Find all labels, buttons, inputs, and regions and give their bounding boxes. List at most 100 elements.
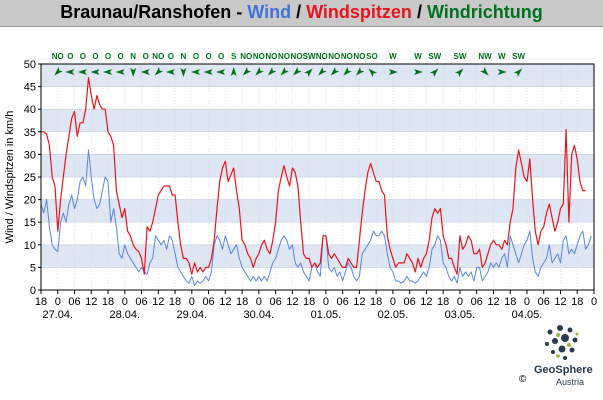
series-line-wind: [40, 149, 592, 286]
direction-arrow-icon: [255, 67, 264, 76]
geosphere-logo-icon: [545, 325, 579, 360]
x-tick-label: 18: [102, 296, 114, 308]
x-tick-label: 06: [68, 296, 80, 308]
y-axis: 0 5 10 15 20 25 30 35 40 45 50: [24, 59, 41, 297]
direction-arrow-icon: [429, 68, 439, 77]
x-tick-label: 12: [554, 296, 566, 308]
x-tick-label: 06: [337, 296, 349, 308]
direction-arrow-icon: [165, 69, 175, 75]
direction-arrow-icon: [267, 67, 277, 76]
direction-label: NW: [478, 52, 492, 61]
x-tick-label: 12: [487, 296, 499, 308]
y-tick-label: 25: [24, 172, 36, 184]
date-label: 29.04.: [177, 309, 208, 321]
series-line-gusts: [41, 76, 586, 275]
y-tick-label: 40: [24, 104, 36, 116]
direction-arrow-icon: [293, 67, 302, 76]
direction-label: O: [218, 52, 224, 61]
band: [41, 64, 594, 87]
background-bands: [41, 64, 594, 268]
y-tick-label: 50: [24, 59, 36, 71]
band: [41, 199, 594, 223]
direction-label: S: [231, 52, 237, 61]
direction-arrow-icon: [330, 67, 340, 76]
direction-arrow-icon: [513, 68, 523, 77]
x-tick-label: 12: [420, 296, 432, 308]
y-axis-label: Wind / Windspitzen in km/h: [4, 111, 16, 244]
y-tick-label: 45: [24, 82, 36, 94]
date-label: 04.05.: [512, 309, 543, 321]
copyright-symbol: ©: [519, 374, 527, 385]
direction-label: O: [205, 52, 211, 61]
y-tick-label: 10: [24, 240, 36, 252]
direction-arrow-icon: [242, 67, 252, 76]
direction-arrow-icon: [280, 67, 289, 76]
direction-arrow-icon: [343, 67, 352, 76]
date-label: 02.05.: [378, 309, 409, 321]
date-label: 03.05.: [445, 309, 476, 321]
direction-label: NO: [152, 52, 164, 61]
series-layer: [40, 76, 592, 286]
direction-arrow-icon: [497, 69, 507, 75]
direction-arrow-icon: [368, 68, 377, 77]
direction-label: O: [193, 52, 199, 61]
x-tick-label: 18: [437, 296, 449, 308]
direction-label: O: [67, 52, 73, 61]
direction-arrow-icon: [65, 69, 75, 75]
direction-label: NO: [316, 52, 328, 61]
direction-label: W: [498, 52, 506, 61]
direction-label: O: [143, 52, 149, 61]
direction-arrow-icon: [54, 67, 63, 76]
direction-label: O: [117, 52, 123, 61]
x-tick-label: 06: [135, 296, 147, 308]
title-sep-1: -: [231, 2, 248, 22]
x-tick-label: 12: [219, 296, 231, 308]
direction-label: NO: [253, 52, 265, 61]
x-tick-label: 0: [390, 296, 396, 308]
direction-label: NO: [265, 52, 277, 61]
x-tick-label: 06: [404, 296, 416, 308]
x-tick-label: 18: [571, 296, 583, 308]
band: [41, 154, 594, 177]
date-label: 30.04.: [244, 309, 275, 321]
band: [41, 244, 594, 268]
direction-arrow-icon: [216, 69, 226, 75]
direction-label: O: [92, 52, 98, 61]
x-tick-label: 0: [122, 296, 128, 308]
direction-label: W: [389, 52, 397, 61]
x-tick-label: 0: [189, 296, 195, 308]
x-tick-label: 12: [152, 296, 164, 308]
x-tick-label: 0: [256, 296, 262, 308]
direction-arrow-icon: [140, 69, 150, 75]
x-tick-label: 18: [370, 296, 382, 308]
x-tick-label: 12: [353, 296, 365, 308]
direction-arrow-icon: [318, 67, 327, 76]
direction-label: NO: [328, 52, 340, 61]
title-direction: Windrichtung: [426, 2, 543, 22]
x-tick-label: 0: [457, 296, 463, 308]
y-tick-label: 35: [24, 127, 36, 139]
x-tick-label: 06: [471, 296, 483, 308]
x-tick-label: 18: [236, 296, 248, 308]
direction-arrow-icon: [130, 68, 137, 77]
direction-arrow-icon: [180, 68, 187, 77]
title-sep-2: /: [291, 2, 307, 22]
x-tick-label: 0: [524, 296, 530, 308]
title-gusts: Windspitzen: [306, 2, 412, 22]
y-tick-label: 5: [30, 262, 36, 274]
direction-arrow-icon: [115, 69, 125, 75]
direction-label: NO: [52, 52, 64, 61]
date-label: 27.04.: [42, 309, 73, 321]
direction-arrow-icon: [203, 69, 213, 75]
title-sep-3: /: [411, 2, 427, 22]
direction-label: O: [168, 52, 174, 61]
x-tick-label: 06: [538, 296, 550, 308]
direction-label: N: [181, 52, 187, 61]
direction-label: W: [414, 52, 422, 61]
direction-arrow-icon: [355, 67, 365, 76]
date-label: 28.04.: [109, 309, 140, 321]
direction-arrow-icon: [388, 69, 398, 75]
direction-label: SO: [366, 52, 378, 61]
direction-label: SW: [303, 52, 316, 61]
logo-brand: GeoSphere: [534, 364, 593, 376]
